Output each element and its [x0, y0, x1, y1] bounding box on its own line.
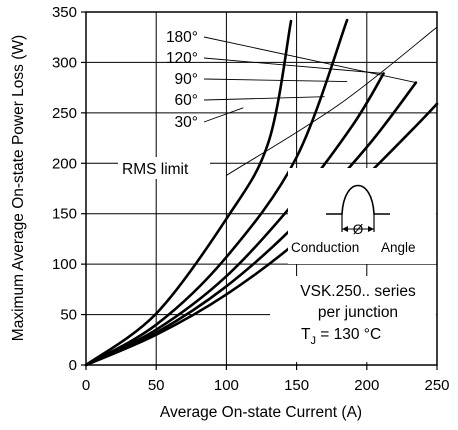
series-label-180: 180° [166, 29, 198, 46]
half-sine-icon [326, 184, 390, 215]
axis-ticks: 0 50 100 150 200 250 0 50 100 150 200 250 300 350 [52, 4, 450, 394]
y-tick-label-150: 150 [52, 206, 77, 223]
leader-line-120 [203, 57, 384, 74]
leader-line-60 [203, 96, 325, 101]
series-line-60 [84, 18, 349, 367]
y-tick-label-350: 350 [52, 4, 77, 21]
rms-limit-line [226, 26, 438, 176]
series-label-30: 30° [175, 114, 198, 131]
series-label-60: 60° [175, 92, 198, 109]
x-tick-label-150: 150 [284, 377, 309, 394]
series-line-30 [84, 19, 293, 367]
conduction-angle-inset: Ø Conduction Angle [288, 168, 436, 264]
x-axis-title: Average On-state Current (A) [160, 404, 362, 421]
series-label-90: 90° [175, 71, 198, 88]
y-axis-title: Maximum Average On-state Power Loss (W) [10, 35, 27, 341]
series-label-120: 120° [166, 50, 198, 67]
x-tick-label-250: 250 [424, 377, 449, 394]
y-tick-label-0: 0 [69, 357, 77, 374]
inset-background [288, 168, 436, 264]
y-tick-label-250: 250 [52, 105, 77, 122]
rms-limit-label: RMS limit [122, 161, 189, 178]
device-line-2: per junction [318, 304, 398, 321]
arrow-left-icon [342, 226, 348, 232]
device-annotation-background [270, 276, 436, 362]
x-tick-label-0: 0 [82, 377, 90, 394]
x-tick-label-100: 100 [214, 377, 239, 394]
inset-label-conduction: Conduction [291, 240, 359, 255]
tj-prefix: T [301, 326, 311, 343]
leader-line-30 [203, 107, 244, 123]
tj-label: TJ = 130 °C [301, 326, 381, 347]
leader-line-180 [203, 36, 417, 84]
label-leaders [203, 36, 417, 123]
series-line-90 [84, 72, 385, 367]
tj-subscript: J [310, 335, 316, 347]
rms-label-background [118, 157, 210, 179]
y-tick-label-50: 50 [60, 307, 77, 324]
series-line-120 [84, 81, 418, 367]
inset-symbol: Ø [353, 222, 364, 237]
x-tick-label-200: 200 [354, 377, 379, 394]
arrow-right-icon [368, 226, 374, 232]
x-tick-label-50: 50 [148, 377, 165, 394]
y-tick-label-100: 100 [52, 256, 77, 273]
inset-label-angle: Angle [381, 240, 416, 255]
y-tick-label-200: 200 [52, 155, 77, 172]
y-tick-label-300: 300 [52, 54, 77, 71]
tj-value: = 130 °C [316, 326, 381, 343]
device-annotation: VSK.250.. series per junction TJ = 130 °… [270, 276, 436, 362]
leader-line-90 [203, 78, 348, 83]
plot-frame [85, 11, 438, 366]
device-line-1: VSK.250.. series [300, 283, 416, 300]
